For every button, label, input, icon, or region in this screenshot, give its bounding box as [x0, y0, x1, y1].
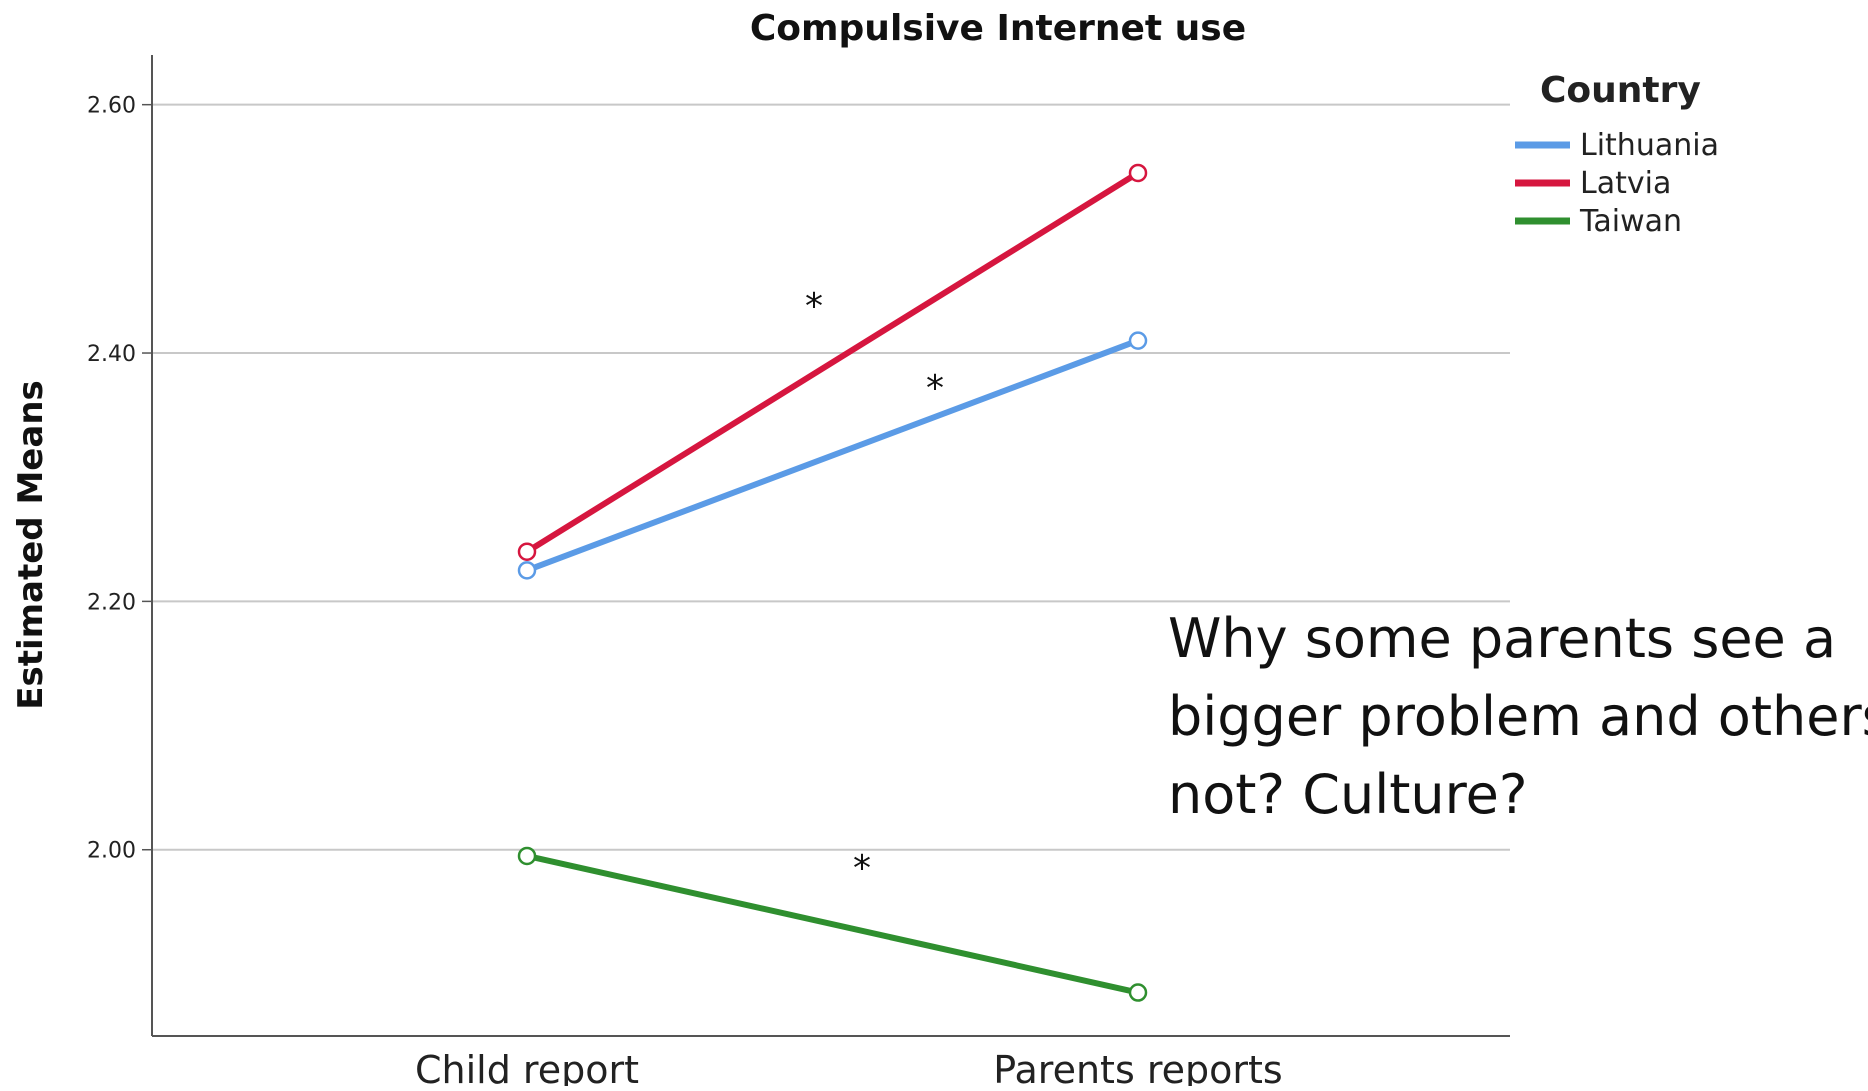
- annotation-text: Why some parents see a bigger problem an…: [1168, 600, 1868, 834]
- series-line-lithuania: [524, 337, 1141, 574]
- x-tick-label-1: Parents reports: [993, 1048, 1282, 1086]
- data-point-taiwan-1: [1128, 983, 1148, 1002]
- legend-label-lithuania: Lithuania: [1580, 128, 1719, 163]
- grid-layer: [152, 103, 1510, 851]
- y-tick-label-2: 2.40: [87, 342, 136, 367]
- data-point-lithuania-1: [1128, 331, 1148, 350]
- significance-marker-taiwan: *: [853, 848, 871, 889]
- x-tick-label-0: Child report: [415, 1048, 639, 1086]
- legend-title: Country: [1540, 70, 1701, 111]
- chart-title: Compulsive Internet use: [750, 8, 1246, 49]
- data-point-latvia-0: [517, 542, 537, 561]
- significance-marker-lithuania: *: [926, 368, 944, 409]
- y-axis-label: Estimated Means: [11, 380, 51, 710]
- data-point-taiwan-0: [517, 846, 537, 866]
- annotation-line-2: bigger problem and others: [1168, 685, 1868, 748]
- axis-layer: 2.00 2.20 2.40 2.60 Child report Parents repo…: [87, 55, 1510, 1091]
- legend-label-taiwan: Taiwan: [1579, 204, 1682, 239]
- data-point-latvia-1: [1128, 163, 1148, 183]
- series-layer: [517, 163, 1148, 1002]
- y-tick-label-1: 2.20: [87, 590, 136, 615]
- series-line-latvia: [524, 169, 1141, 555]
- significance-marker-layer: * * *: [805, 286, 944, 889]
- series-line-taiwan: [524, 852, 1141, 996]
- data-point-lithuania-0: [517, 561, 537, 580]
- legend-label-latvia: Latvia: [1580, 166, 1671, 201]
- significance-marker-latvia: *: [805, 286, 823, 327]
- y-tick-label-0: 2.00: [87, 839, 136, 864]
- y-tick-label-3: 2.60: [87, 94, 136, 119]
- annotation-line-3: not? Culture?: [1168, 763, 1528, 826]
- annotation-line-1: Why some parents see a: [1168, 607, 1837, 670]
